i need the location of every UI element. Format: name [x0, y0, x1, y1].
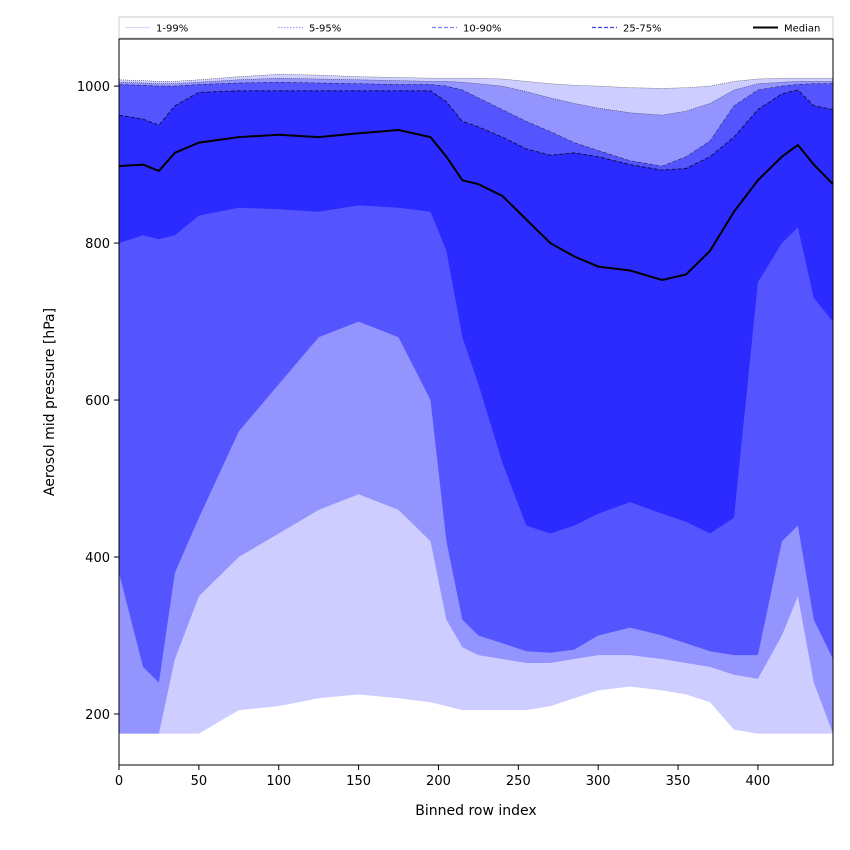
legend: 1-99% 5-95% 10-90% 25-75% Median: [118, 16, 834, 39]
x-axis-ticks: 0 50 100 150 200 250 300 350 400: [115, 765, 770, 789]
y-tick-label: 800: [85, 237, 110, 252]
band-upper-edge-1-99pct: [118, 74, 833, 89]
x-tick-label: 200: [426, 774, 451, 789]
y-axis-ticks: 200 400 600 800 1000: [77, 80, 119, 723]
legend-label: 10-90%: [463, 24, 502, 35]
legend-label: 5-95%: [309, 24, 341, 35]
x-tick-label: 400: [746, 774, 771, 789]
percentile-bands: [118, 74, 834, 734]
band-25-75pct: [119, 90, 833, 534]
x-axis-title: Binned row index: [415, 803, 536, 819]
y-tick-label: 200: [85, 708, 110, 723]
median-layer: [118, 128, 834, 282]
plot-frame: [118, 38, 834, 766]
legend-label: Median: [784, 24, 820, 35]
x-tick-label: 150: [346, 774, 371, 789]
x-tick-label: 300: [586, 774, 611, 789]
x-tick-label: 350: [666, 774, 691, 789]
x-tick-label: 100: [266, 774, 291, 789]
y-tick-label: 400: [85, 551, 110, 566]
y-tick-label: 1000: [77, 80, 110, 95]
band-upper-edge-5-95pct: [118, 77, 833, 116]
x-tick-label: 250: [506, 774, 531, 789]
legend-label: 1-99%: [156, 24, 188, 35]
y-tick-label: 600: [85, 394, 110, 409]
legend-label: 25-75%: [623, 24, 662, 35]
y-axis-title: Aerosol mid pressure [hPa]: [42, 308, 58, 496]
median-line: [118, 128, 834, 282]
x-tick-label: 50: [191, 774, 208, 789]
legend-items: 1-99% 5-95% 10-90% 25-75% Median: [125, 24, 820, 35]
x-tick-label: 0: [115, 774, 123, 789]
legend-box: [118, 16, 834, 39]
band-upper-edge-25-75pct: [118, 89, 834, 171]
